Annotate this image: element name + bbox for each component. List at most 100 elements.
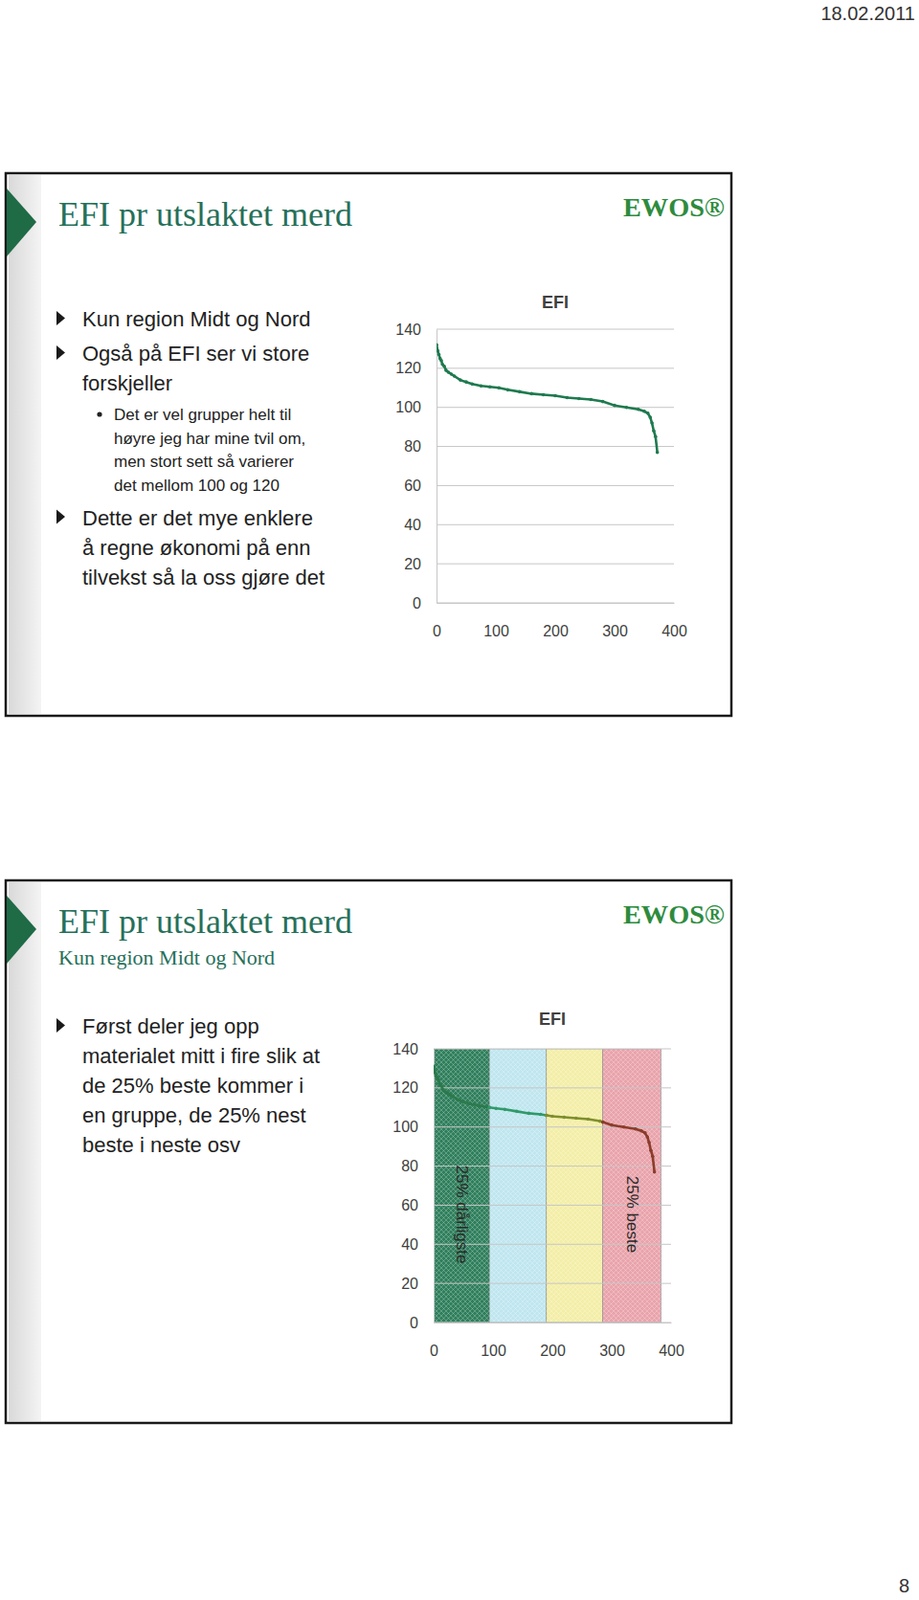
series-point [449,1094,454,1099]
slide-title: EFI pr utslaktet merd [58,902,353,942]
slide-title: EFI pr utslaktet merd [58,195,353,234]
series-point [455,1098,460,1102]
x-tick-label: 400 [661,623,688,640]
y-tick: 80 [403,438,437,455]
slide-frame [5,880,732,1424]
y-tick: 20 [401,1276,434,1293]
series-point [609,1123,614,1128]
series-line [546,1115,604,1122]
bullet-text: materialet mitt i fire slik at [82,1044,320,1069]
series-point [565,396,570,401]
series-point [436,343,439,348]
y-axis: 020406080100120140 [395,321,437,612]
bullet-text: de 25% beste kommer i [82,1074,304,1099]
x-tick: 0 [429,1322,439,1360]
series-point [636,407,641,412]
band-texture [546,1049,604,1323]
series-point [639,1129,644,1134]
series-point [647,1141,651,1145]
band-label: 25% dårligste [452,1165,471,1264]
page-background [0,0,919,1600]
y-tick-label: 80 [401,1158,419,1175]
series-point [439,358,444,363]
bullet-text: å regne økonomi på enn [82,536,312,561]
series-point [553,394,558,399]
y-tick-label: 100 [392,1119,419,1136]
slide: EFI pr utslaktet merdEWOS®Kun region Mid… [5,173,732,717]
logo: EWOS® [623,192,725,223]
series-point [550,1115,555,1120]
series-point [653,435,658,440]
series-point [526,1112,531,1117]
x-tick-label: 300 [602,623,628,640]
series-line [489,1107,547,1116]
marks [436,343,659,455]
y-tick-label: 20 [403,556,422,573]
y-tick-label: 100 [395,399,422,416]
x-tick: 400 [661,603,688,640]
series-point [651,428,656,433]
bullet-text: forskjeller [82,371,173,396]
grid-line [433,1049,672,1051]
bands [433,1049,661,1323]
series-point [506,388,511,393]
series-point [601,400,606,404]
bullet-text: beste i neste osv [82,1133,241,1158]
series-point [436,1078,441,1083]
grid-line [433,1283,672,1285]
series-point [622,1125,627,1130]
series-point [437,353,442,358]
series-point [449,372,454,377]
band [603,1049,662,1323]
series-point [461,1099,466,1104]
band-texture [603,1049,662,1323]
series-point [444,1090,449,1095]
series-point [574,1117,579,1121]
grid-line [436,524,674,526]
series-point [493,1107,498,1112]
x-tick-label: 400 [658,1343,685,1360]
series-point [649,1148,653,1153]
sub-bullet-text: men stort sett så varierer [113,452,294,471]
slide-arrow [6,896,37,964]
x-tick-label: 100 [480,1343,507,1360]
x-tick-label: 200 [539,1343,566,1360]
band-texture [489,1049,547,1323]
series-point [442,364,447,369]
band [489,1049,547,1323]
series-point [598,1120,603,1124]
x-tick: 0 [432,603,442,640]
sub-bullet-text: høyre jeg har mine tvil om, [113,429,306,449]
sub-bullet-text: det mellom 100 og 120 [113,476,280,495]
series-point [650,421,654,426]
sub-bullet-marker [96,411,102,417]
chart-title: EFI [538,1009,566,1030]
y-tick: 100 [392,1119,434,1136]
series-point [458,378,463,382]
y-tick: 40 [403,516,437,534]
series-point [517,390,522,395]
series-point [650,1155,655,1160]
series-point [515,1110,519,1115]
series-point [476,1103,481,1108]
series-point [588,398,593,403]
series-point [601,1120,606,1125]
y-tick-label: 80 [403,438,422,455]
bullet-text: tilvekst så la oss gjøre det [82,565,325,590]
series-point [562,1116,567,1121]
x-tick-label: 100 [483,623,510,640]
series-point [503,1108,508,1113]
x-tick: 100 [483,603,510,640]
y-tick: 60 [403,477,437,494]
series-point [433,1071,437,1076]
series-point [612,403,617,408]
y-tick: 20 [403,556,437,573]
series-point [645,1135,650,1140]
y-tick-label: 0 [409,1315,419,1332]
y-tick: 120 [395,359,437,377]
bullet-text: en gruppe, de 25% nest [82,1103,307,1128]
series-point [544,1114,549,1119]
grid [436,329,674,604]
x-tick: 300 [602,603,628,640]
x-tick: 400 [658,1322,685,1360]
